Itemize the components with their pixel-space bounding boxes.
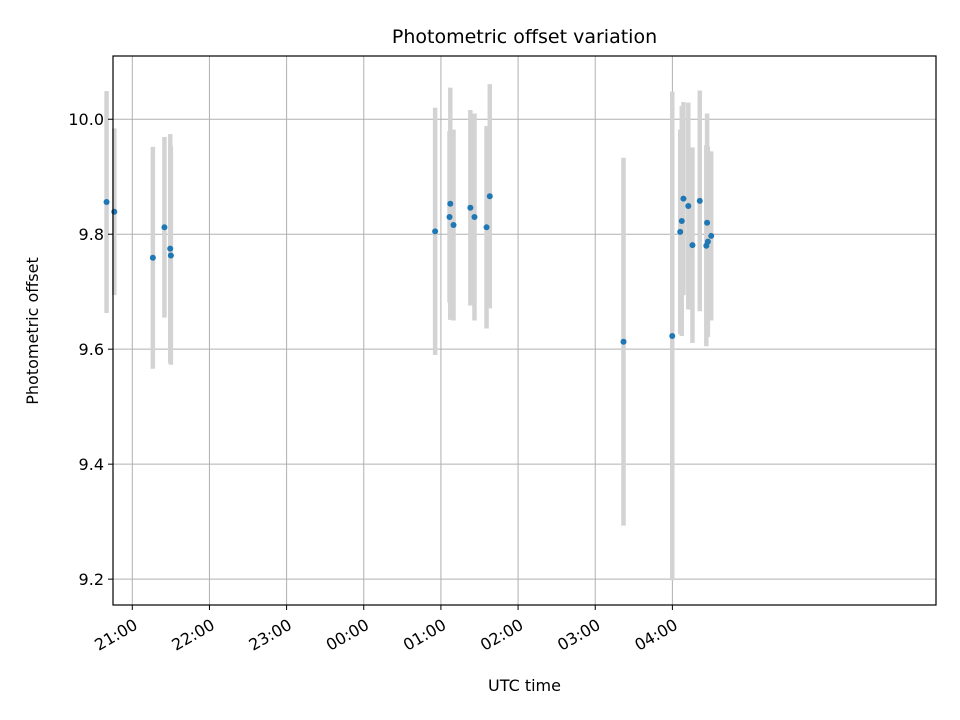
- x-axis-label: UTC time: [488, 676, 561, 695]
- data-point: [680, 195, 687, 202]
- data-point: [447, 200, 454, 207]
- data-point: [486, 193, 493, 200]
- data-point: [432, 228, 439, 235]
- y-tick-label: 9.6: [79, 340, 104, 359]
- data-point: [446, 213, 453, 220]
- y-axis-label: Photometric offset: [23, 257, 42, 405]
- data-point: [161, 224, 168, 231]
- data-point: [685, 203, 692, 210]
- data-point: [450, 222, 457, 229]
- data-point: [677, 228, 684, 235]
- y-axis-ticks: 9.2 9.4 9.6 9.8 10.0: [68, 110, 113, 589]
- data-point: [704, 219, 711, 226]
- data-point: [111, 208, 118, 215]
- data-point: [708, 232, 715, 239]
- y-tick-label: 10.0: [68, 110, 104, 129]
- data-point: [483, 224, 490, 231]
- grid: [113, 56, 936, 605]
- data-point: [471, 213, 478, 220]
- data-point: [620, 338, 627, 345]
- data-point: [467, 204, 474, 211]
- plot-frame: [112, 55, 937, 606]
- data-point: [167, 252, 174, 259]
- data-point: [704, 238, 711, 245]
- data-point: [669, 332, 676, 339]
- data-point: [167, 245, 174, 252]
- y-tick-label: 9.2: [79, 570, 104, 589]
- data-point: [689, 242, 696, 249]
- data-point: [696, 197, 703, 204]
- chart-title: Photometric offset variation: [392, 26, 657, 48]
- data-points: [103, 193, 715, 345]
- y-tick-label: 9.8: [79, 225, 104, 244]
- y-tick-label: 9.4: [79, 455, 104, 474]
- data-point: [678, 217, 685, 224]
- data-point: [103, 199, 110, 206]
- data-point: [149, 254, 156, 261]
